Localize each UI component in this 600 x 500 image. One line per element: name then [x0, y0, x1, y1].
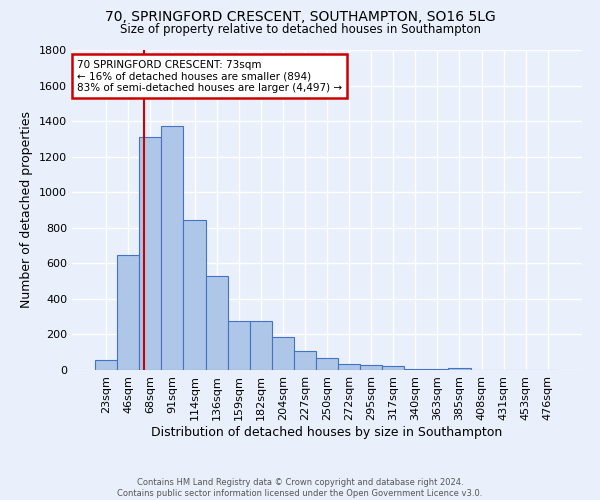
Bar — [95, 360, 117, 370]
Text: 70 SPRINGFORD CRESCENT: 73sqm
← 16% of detached houses are smaller (894)
83% of : 70 SPRINGFORD CRESCENT: 73sqm ← 16% of d… — [77, 60, 342, 93]
Bar — [206, 276, 227, 370]
Text: Size of property relative to detached houses in Southampton: Size of property relative to detached ho… — [119, 22, 481, 36]
Bar — [404, 368, 427, 370]
Bar — [250, 321, 272, 370]
Bar — [161, 126, 184, 370]
Bar — [382, 366, 404, 370]
Bar — [316, 358, 338, 370]
Bar — [427, 369, 448, 370]
Bar — [338, 364, 360, 370]
Bar — [184, 220, 206, 370]
Text: Contains HM Land Registry data © Crown copyright and database right 2024.
Contai: Contains HM Land Registry data © Crown c… — [118, 478, 482, 498]
Text: 70, SPRINGFORD CRESCENT, SOUTHAMPTON, SO16 5LG: 70, SPRINGFORD CRESCENT, SOUTHAMPTON, SO… — [104, 10, 496, 24]
Bar — [448, 368, 470, 370]
Bar — [360, 364, 382, 370]
Bar — [227, 321, 250, 370]
Bar — [117, 256, 139, 370]
Bar — [294, 352, 316, 370]
Bar — [139, 137, 161, 370]
X-axis label: Distribution of detached houses by size in Southampton: Distribution of detached houses by size … — [151, 426, 503, 438]
Y-axis label: Number of detached properties: Number of detached properties — [20, 112, 34, 308]
Bar — [272, 337, 294, 370]
